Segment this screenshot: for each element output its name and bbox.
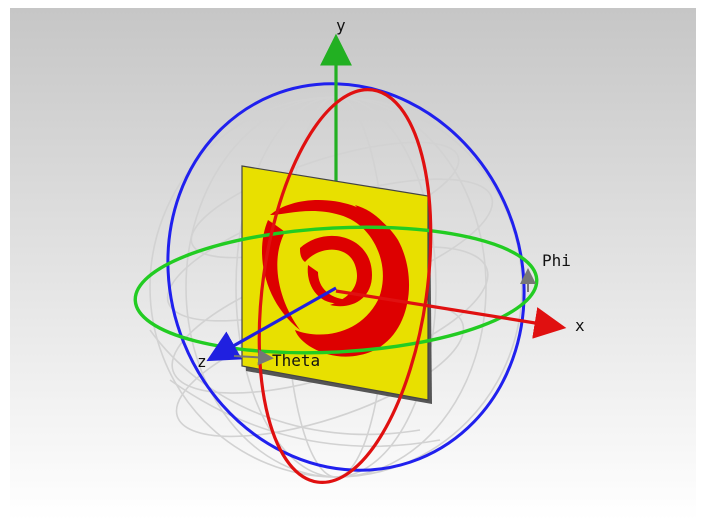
yz-plane-ring: [257, 87, 433, 485]
y-axis-label: y: [336, 16, 346, 35]
phi-label: Phi: [542, 251, 571, 270]
x-axis-arrow: [335, 289, 567, 339]
xz-plane-ring: [133, 225, 539, 355]
theta-direction-arrow: [233, 349, 274, 366]
xy-plane-ring: [166, 82, 526, 472]
x-axis-label: x: [575, 316, 585, 335]
z-axis-arrow: [206, 286, 337, 362]
antenna-model: [241, 165, 432, 404]
z-axis-label: z: [197, 352, 207, 371]
theta-label: Theta: [272, 351, 320, 370]
